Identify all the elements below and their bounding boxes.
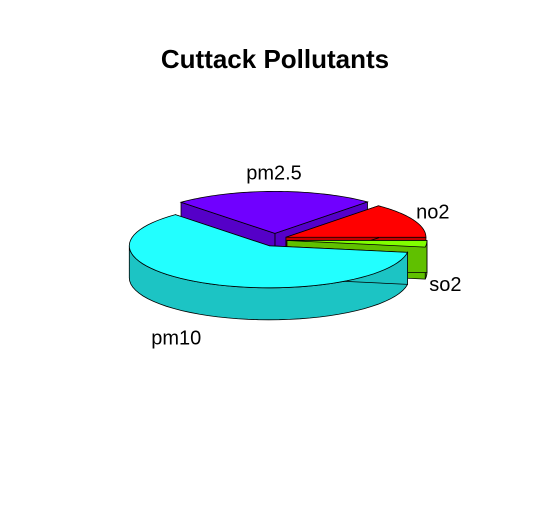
slice-top <box>128 214 409 289</box>
chart-title: Cuttack Pollutants <box>161 44 389 74</box>
slice-label-so2: so2 <box>429 274 461 296</box>
slice-top <box>286 240 428 248</box>
pie-slice-pm10 <box>128 214 409 321</box>
slice-label-pm10: pm10 <box>151 328 201 350</box>
slice-label-pm25: pm2.5 <box>246 162 302 184</box>
pie-labels: no2 pm2.5 pm10 so2 <box>151 162 461 349</box>
pie-slices <box>128 190 428 321</box>
slice-label-no2: no2 <box>416 202 449 224</box>
slice-top <box>285 205 427 238</box>
slice-top <box>179 190 369 234</box>
